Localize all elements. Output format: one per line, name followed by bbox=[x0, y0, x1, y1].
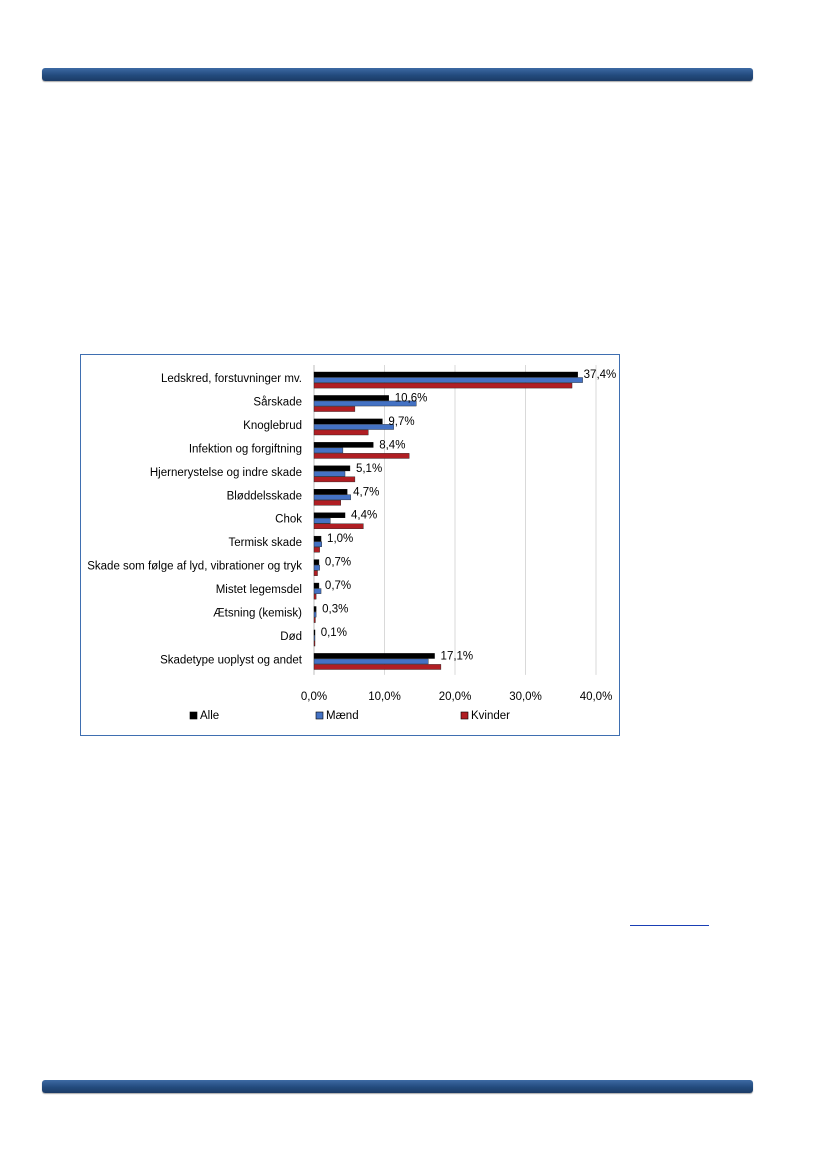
bar-mænd bbox=[313, 424, 394, 430]
x-tick-label: 20,0% bbox=[439, 691, 472, 703]
legend-swatch-alle bbox=[189, 711, 198, 720]
data-label: 9,7% bbox=[388, 416, 414, 428]
legend-label: Alle bbox=[200, 710, 219, 722]
bar-alle bbox=[313, 653, 435, 659]
bar-mænd bbox=[313, 541, 322, 547]
bar-kvinder bbox=[313, 546, 320, 553]
legend-label: Mænd bbox=[326, 710, 359, 722]
bar-mænd bbox=[313, 658, 429, 665]
x-tick-label: 30,0% bbox=[509, 691, 542, 703]
data-label: 10,6% bbox=[395, 392, 428, 404]
bar-kvinder bbox=[313, 476, 356, 483]
bar-kvinder bbox=[313, 593, 317, 600]
bars bbox=[313, 371, 583, 670]
data-label: 4,7% bbox=[353, 486, 379, 498]
injury-type-bar-chart: Ledskred, forstuvninger mv. Sårskade Knogl… bbox=[87, 365, 617, 722]
bar-alle bbox=[313, 606, 317, 612]
category-label: Bløddelsskade bbox=[227, 490, 302, 502]
bar-alle bbox=[313, 442, 374, 448]
data-label: 0,3% bbox=[322, 604, 348, 616]
bar-kvinder bbox=[313, 523, 364, 529]
x-tick-label: 40,0% bbox=[580, 691, 613, 703]
bar-mænd bbox=[313, 588, 322, 594]
bar-kvinder bbox=[313, 640, 316, 647]
bar-alle bbox=[313, 371, 578, 378]
bar-kvinder bbox=[313, 570, 318, 576]
category-label: Skadetype uoplyst og andet bbox=[160, 654, 303, 666]
gridlines bbox=[313, 365, 597, 675]
legend-swatch-kvinder bbox=[460, 711, 469, 720]
bar-kvinder bbox=[313, 429, 369, 436]
category-label: Skade som følge af lyd, vibrationer og t… bbox=[87, 561, 302, 573]
data-labels: 37,4% 10,6% 9,7% 8,4% 5,1% 4,7% 4,4% 1,0% 0,7% 0,… bbox=[321, 369, 617, 662]
category-label: Død bbox=[280, 631, 302, 643]
data-label: 5,1% bbox=[356, 463, 382, 475]
category-label: Termisk skade bbox=[229, 537, 303, 549]
bar-alle bbox=[313, 559, 320, 565]
header-band bbox=[42, 68, 753, 81]
category-label: Mistet legemsdel bbox=[216, 584, 302, 596]
bar-kvinder bbox=[313, 500, 341, 506]
category-label: Chok bbox=[275, 514, 302, 526]
category-label: Sårskade bbox=[253, 396, 302, 408]
bar-kvinder bbox=[313, 453, 410, 459]
chart-frame: Ledskred, forstuvninger mv. Sårskade Knogl… bbox=[80, 354, 620, 736]
legend-label: Kvinder bbox=[471, 710, 510, 722]
legend-swatch-mænd bbox=[315, 711, 324, 720]
bar-mænd bbox=[313, 564, 320, 571]
bar-alle bbox=[313, 512, 346, 518]
bar-kvinder bbox=[313, 406, 356, 412]
footer-band bbox=[42, 1080, 753, 1093]
bar-alle bbox=[313, 629, 316, 636]
bar-mænd bbox=[313, 447, 344, 454]
bar-kvinder bbox=[313, 617, 316, 623]
bar-mænd bbox=[313, 611, 317, 618]
bar-alle bbox=[313, 535, 322, 542]
data-label: 0,1% bbox=[321, 627, 347, 639]
category-label: Ledskred, forstuvninger mv. bbox=[161, 373, 302, 385]
bar-mænd bbox=[313, 635, 316, 641]
category-label: Hjernerystelse og indre skade bbox=[150, 467, 302, 479]
bar-mænd bbox=[313, 517, 331, 524]
x-tick-label: 0,0% bbox=[301, 691, 327, 703]
bar-kvinder bbox=[313, 382, 573, 389]
data-label: 8,4% bbox=[379, 439, 405, 451]
x-tick-label: 10,0% bbox=[368, 691, 401, 703]
bar-alle bbox=[313, 418, 383, 425]
bar-mænd bbox=[313, 377, 583, 383]
category-labels: Ledskred, forstuvninger mv. Sårskade Knogl… bbox=[87, 373, 303, 666]
bar-alle bbox=[313, 395, 389, 401]
category-label: Ætsning (kemisk) bbox=[213, 608, 302, 620]
category-label: Infektion og forgiftning bbox=[189, 443, 302, 455]
bar-mænd bbox=[313, 471, 346, 477]
bar-mænd bbox=[313, 494, 351, 501]
hyperlink-underline[interactable] bbox=[630, 925, 709, 926]
legend: Alle Mænd Kvinder bbox=[189, 710, 510, 722]
data-label: 1,0% bbox=[327, 533, 353, 545]
bar-alle bbox=[313, 465, 351, 472]
bar-kvinder bbox=[313, 664, 442, 670]
category-label: Knoglebrud bbox=[243, 420, 302, 432]
x-axis-ticks: 0,0% 10,0% 20,0% 30,0% 40,0% bbox=[301, 691, 612, 703]
data-label: 17,1% bbox=[441, 650, 474, 662]
data-label: 0,7% bbox=[325, 580, 351, 592]
data-label: 0,7% bbox=[325, 557, 351, 569]
data-label: 4,4% bbox=[351, 510, 377, 522]
data-label: 37,4% bbox=[584, 369, 617, 381]
bar-alle bbox=[313, 582, 320, 589]
bar-alle bbox=[313, 489, 348, 495]
bar-mænd bbox=[313, 400, 417, 407]
